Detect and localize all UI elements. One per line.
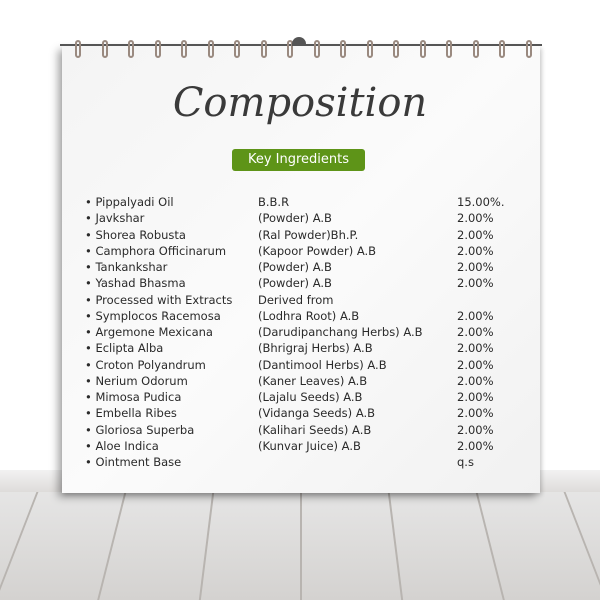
ingredient-name: • Mimosa Pudica: [85, 390, 182, 404]
ingredient-name: • Embella Ribes: [85, 406, 177, 421]
binding-ring-icon: [260, 40, 267, 58]
ingredient-source: (Ral Powder)Bh.P.: [258, 227, 359, 242]
page-title: Composition: [172, 80, 428, 126]
ingredient-source: B.B.R: [258, 195, 290, 209]
binding-ring-icon: [234, 40, 240, 58]
ingredient-name: • Pippalyadi Oil: [85, 195, 174, 209]
ingredient-name: • Ointment Base: [85, 455, 182, 469]
ingredient-amount: 2.00%: [457, 260, 494, 274]
binding-ring-icon: [181, 40, 187, 58]
ingredient-name: • Symplocos Racemosa: [85, 308, 221, 323]
ingredient-amount: 2.00%: [457, 373, 494, 388]
calendar-card: [62, 46, 540, 493]
ingredient-amount: 2.00%: [457, 243, 494, 258]
binding-ring-icon: [499, 40, 505, 58]
ingredient-name: • Croton Polyandrum: [85, 357, 206, 372]
hanger-hook-icon: [292, 37, 306, 46]
ingredient-amount: 15.00%.: [457, 195, 505, 209]
ingredient-source: (Vidanga Seeds) A.B: [258, 406, 376, 421]
ingredient-amount: 2.00%: [457, 276, 494, 291]
ingredient-amount: 2.00%: [457, 308, 494, 323]
binding-ring-icon: [154, 40, 161, 58]
floor-plank: [300, 470, 302, 600]
binding-ring-icon: [101, 40, 108, 58]
binding-ring-icon: [340, 40, 346, 58]
binding-ring-icon: [446, 40, 452, 58]
ingredient-source: (Darudipanchang Herbs) A.B: [258, 325, 423, 339]
ingredient-source: (Kaner Leaves) A.B: [258, 373, 368, 388]
binding-ring-icon: [287, 40, 293, 58]
ingredient-source: (Powder) A.B: [258, 211, 332, 226]
ingredient-amount: q.s: [457, 455, 474, 469]
ingredient-source: (Kalihari Seeds) A.B: [258, 422, 372, 437]
ingredient-amount: 2.00%: [457, 390, 494, 404]
ingredient-name: • Gloriosa Superba: [85, 422, 195, 437]
ingredient-amount: 2.00%: [457, 325, 494, 339]
binding-ring-icon: [128, 40, 134, 58]
ingredient-name: • Tankankshar: [85, 260, 168, 274]
ingredient-source: (Powder) A.B: [258, 260, 332, 274]
binding-ring-icon: [393, 40, 399, 58]
ingredient-source: (Kunvar Juice) A.B: [258, 438, 361, 453]
ingredient-source: (Kapoor Powder) A.B: [258, 243, 377, 258]
binding-ring-icon: [366, 40, 373, 58]
ingredient-amount: 2.00%: [457, 227, 494, 242]
ingredient-source: (Powder) A.B: [258, 276, 332, 291]
ingredient-name: • Eclipta Alba: [85, 341, 164, 356]
ingredient-amount: 2.00%: [457, 211, 494, 226]
binding-ring-icon: [75, 40, 81, 58]
ingredient-source: (Lodhra Root) A.B: [258, 308, 360, 323]
ingredient-name: • Nerium Odorum: [85, 373, 188, 388]
binding-ring-icon: [207, 40, 214, 58]
ingredient-name: • Argemone Mexicana: [85, 325, 213, 339]
ingredient-name: • Processed with Extracts: [85, 292, 233, 307]
ingredient-name: • Javkshar: [85, 211, 145, 226]
binding-ring-icon: [313, 40, 320, 58]
ingredient-source: Derived from: [258, 292, 334, 307]
ingredient-name: • Aloe Indica: [85, 438, 159, 453]
binding-ring-icon: [472, 40, 479, 58]
ingredient-amount: 2.00%: [457, 438, 494, 453]
binding-ring-icon: [419, 40, 426, 58]
ingredient-name: • Yashad Bhasma: [85, 276, 186, 291]
ingredient-amount: 2.00%: [457, 357, 494, 372]
binding-ring-icon: [525, 40, 532, 58]
key-ingredients-badge: Key Ingredients: [232, 149, 365, 171]
ingredient-source: (Dantimool Herbs) A.B: [258, 357, 387, 372]
ingredient-source: (Lajalu Seeds) A.B: [258, 390, 363, 404]
ingredient-source: (Bhrigraj Herbs) A.B: [258, 341, 373, 356]
ingredient-name: • Shorea Robusta: [85, 227, 186, 242]
ingredient-amount: 2.00%: [457, 406, 494, 421]
ingredient-amount: 2.00%: [457, 422, 494, 437]
ingredient-amount: 2.00%: [457, 341, 494, 356]
ingredient-name: • Camphora Officinarum: [85, 243, 227, 258]
